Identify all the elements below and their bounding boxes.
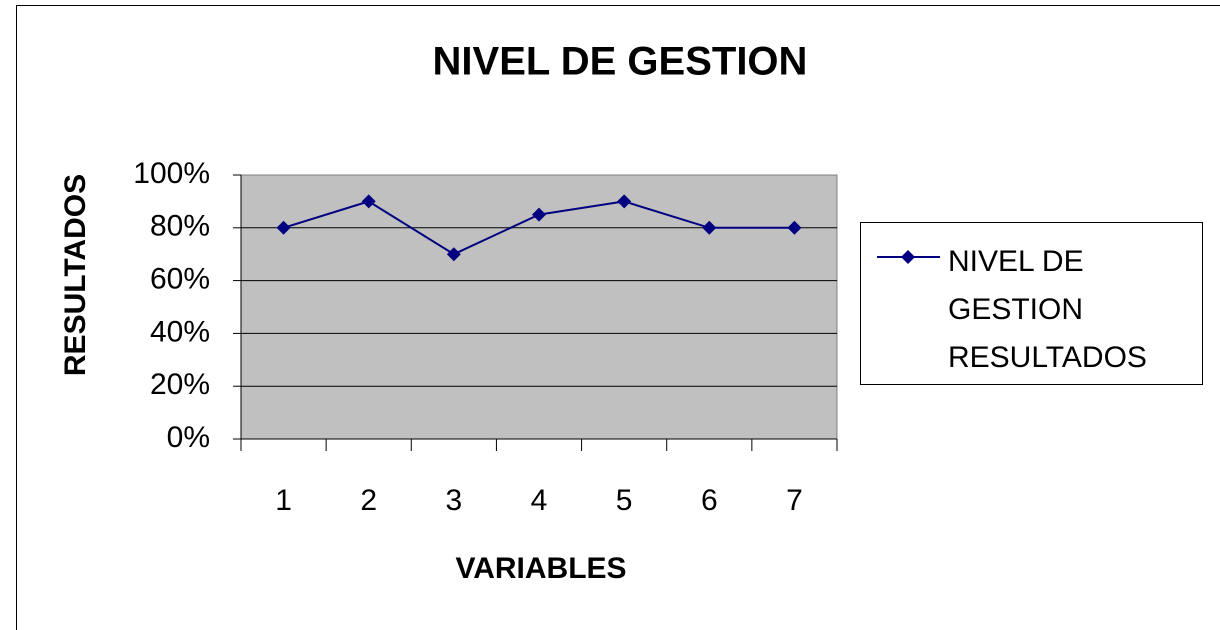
data-point [361,194,376,209]
y-tick-label: 20% [150,368,210,401]
data-point [787,220,802,235]
data-point [702,220,717,235]
x-axis-title: VARIABLES [455,552,626,585]
legend-label: NIVEL DE GESTION RESULTADOS [948,245,1147,374]
x-tick-label: 7 [786,484,803,517]
x-tick-label: 4 [531,484,548,517]
y-tick-label: 60% [150,263,210,296]
data-point [446,247,461,262]
y-tick-label: 0% [167,421,210,454]
y-tick-label: 80% [150,210,210,243]
chart-title: NIVEL DE GESTION [433,40,808,84]
data-point [276,220,291,235]
y-tick-label: 100% [133,157,210,190]
x-tick-label: 5 [616,484,633,517]
x-tick-label: 2 [360,484,377,517]
data-point [532,207,546,222]
x-tick-label: 1 [275,484,292,517]
y-tick-label: 40% [150,315,210,348]
y-axis-title: RESULTADOS [59,174,92,376]
x-tick-label: 6 [701,484,718,517]
data-point [617,194,632,209]
x-tick-label: 3 [446,484,463,517]
legend-marker [901,250,915,264]
legend-box [860,222,1203,385]
